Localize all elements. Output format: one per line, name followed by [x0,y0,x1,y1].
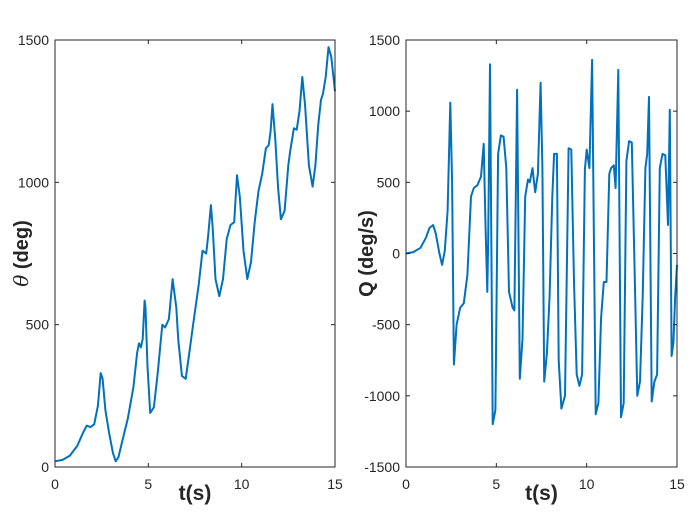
q-y-tick-label: 1500 [369,32,400,48]
q-y-tick-label: 1000 [369,103,400,119]
theta-y-axis-label: θ (deg) [9,220,33,286]
theta-y-tick-label: 1500 [18,32,49,48]
theta-x-tick-label: 0 [51,476,59,492]
theta-x-tick-label: 10 [234,476,250,492]
q-x-tick-label: 10 [579,476,595,492]
theta-x-axis-label: t(s) [179,482,212,505]
theta-y-tick-label: 1000 [18,174,49,190]
q-y-tick-label: -1500 [364,459,400,475]
q-x-tick-label: 15 [669,476,685,492]
theta-series-line [54,46,336,463]
theta-axes-box [54,39,336,468]
q-x-tick-label: 5 [492,476,500,492]
theta-x-tick-label: 5 [144,476,152,492]
q-chart-panel: 0 5 10 15 -1500 -1000 -500 0 500 1000 1500 t(s) Q (d… [356,32,685,505]
theta-x-tick-label: 15 [327,476,343,492]
q-y-tick-label: 0 [392,246,400,262]
theta-y-axis-unit: (deg) [11,220,33,274]
q-x-tick-label: 0 [402,476,410,492]
theta-y-axis-symbol: θ [9,275,33,287]
q-y-tick-label: 500 [377,174,401,190]
q-y-tick-label: -500 [372,317,400,333]
theta-y-tick-label: 0 [41,459,49,475]
q-y-axis-label: Q (deg/s) [356,210,378,297]
q-y-tick-label: -1000 [364,388,400,404]
q-series-line [405,58,678,426]
theta-y-tick-label: 500 [26,317,50,333]
theta-chart-panel: 0 5 10 15 0 500 1000 1500 t(s) θ (deg) [9,32,343,505]
q-x-axis-label: t(s) [525,482,558,505]
